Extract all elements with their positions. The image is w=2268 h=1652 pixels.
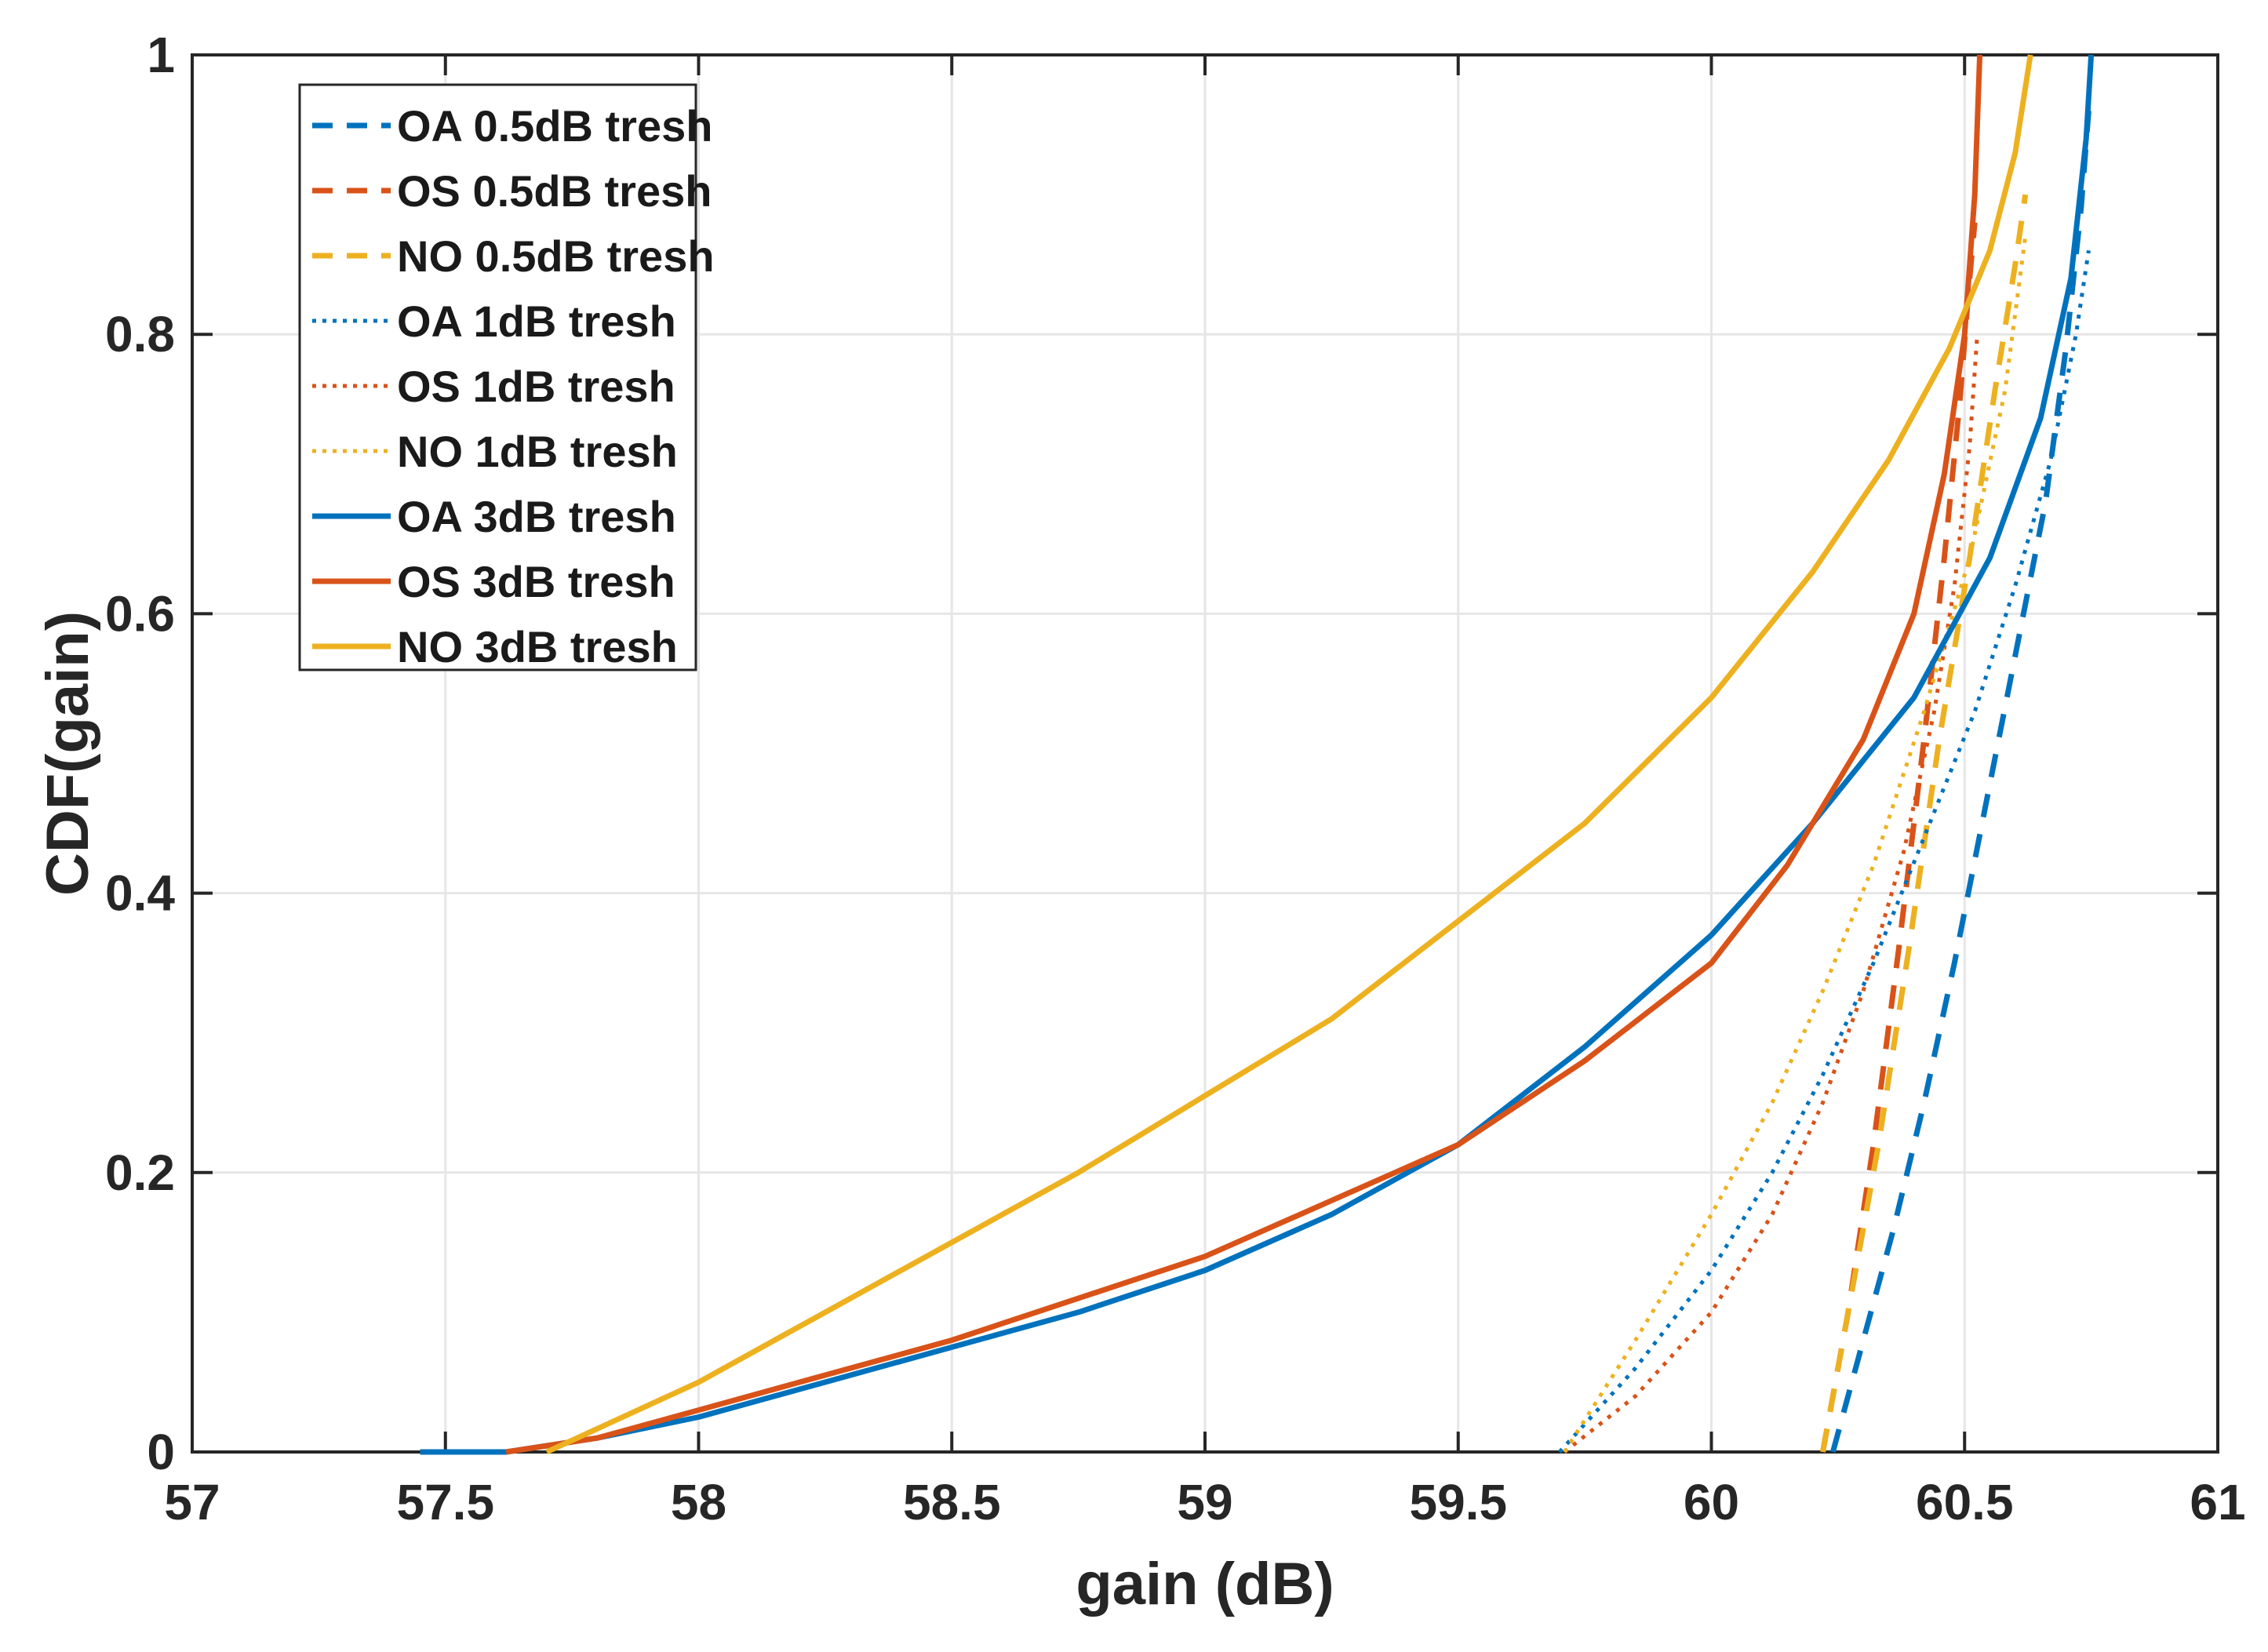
y-tick-label: 0.8	[105, 306, 175, 362]
series-line-2	[1820, 194, 2029, 1453]
legend-label: OA 3dB tresh	[397, 492, 676, 541]
legend-label: OS 1dB tresh	[397, 362, 675, 411]
y-tick-label: 0.4	[105, 865, 175, 922]
x-tick-label: 58	[671, 1474, 726, 1530]
legend-label: OS 0.5dB tresh	[397, 166, 712, 216]
legend-label: OA 1dB tresh	[397, 297, 676, 346]
series-line-4	[1563, 334, 1979, 1454]
legend-label: NO 0.5dB tresh	[397, 231, 715, 281]
y-axis-label: CDF(gain)	[35, 611, 101, 896]
x-tick-label: 59	[1177, 1474, 1232, 1530]
legend-label: OA 0.5dB tresh	[397, 101, 712, 151]
x-tick-label: 57.5	[396, 1474, 494, 1530]
legend-label: NO 3dB tresh	[397, 622, 678, 671]
series-line-8	[545, 54, 2033, 1455]
y-tick-label: 0.2	[105, 1144, 175, 1201]
legend-label: OS 3dB tresh	[397, 557, 675, 606]
x-axis-label: gain (dB)	[1076, 1551, 1334, 1617]
x-tick-label: 57	[164, 1474, 220, 1530]
legend: OA 0.5dB tresh OS 0.5dB tresh NO 0.5dB tre…	[298, 83, 715, 671]
y-tick-label: 1	[147, 27, 175, 83]
x-tick-label: 60.5	[1916, 1474, 2014, 1530]
series-line-7	[505, 54, 1983, 1455]
y-tick-label: 0	[147, 1424, 175, 1480]
axis-ticks: 57 57.5 58 58.5 59 59.5 60 60.5 61 0 0.2 0.4 0.6 0.8 1	[105, 27, 2246, 1530]
y-tick-label: 0.6	[105, 585, 175, 642]
legend-label: NO 1dB tresh	[397, 427, 678, 476]
x-tick-label: 60	[1684, 1474, 1739, 1530]
x-tick-label: 59.5	[1409, 1474, 1507, 1530]
series-line-5	[1563, 236, 2028, 1454]
x-tick-label: 58.5	[903, 1474, 1001, 1530]
series-line-0	[1830, 110, 2091, 1453]
x-tick-label: 61	[2190, 1474, 2245, 1530]
data-series	[420, 54, 2095, 1455]
legend-box	[298, 83, 697, 671]
